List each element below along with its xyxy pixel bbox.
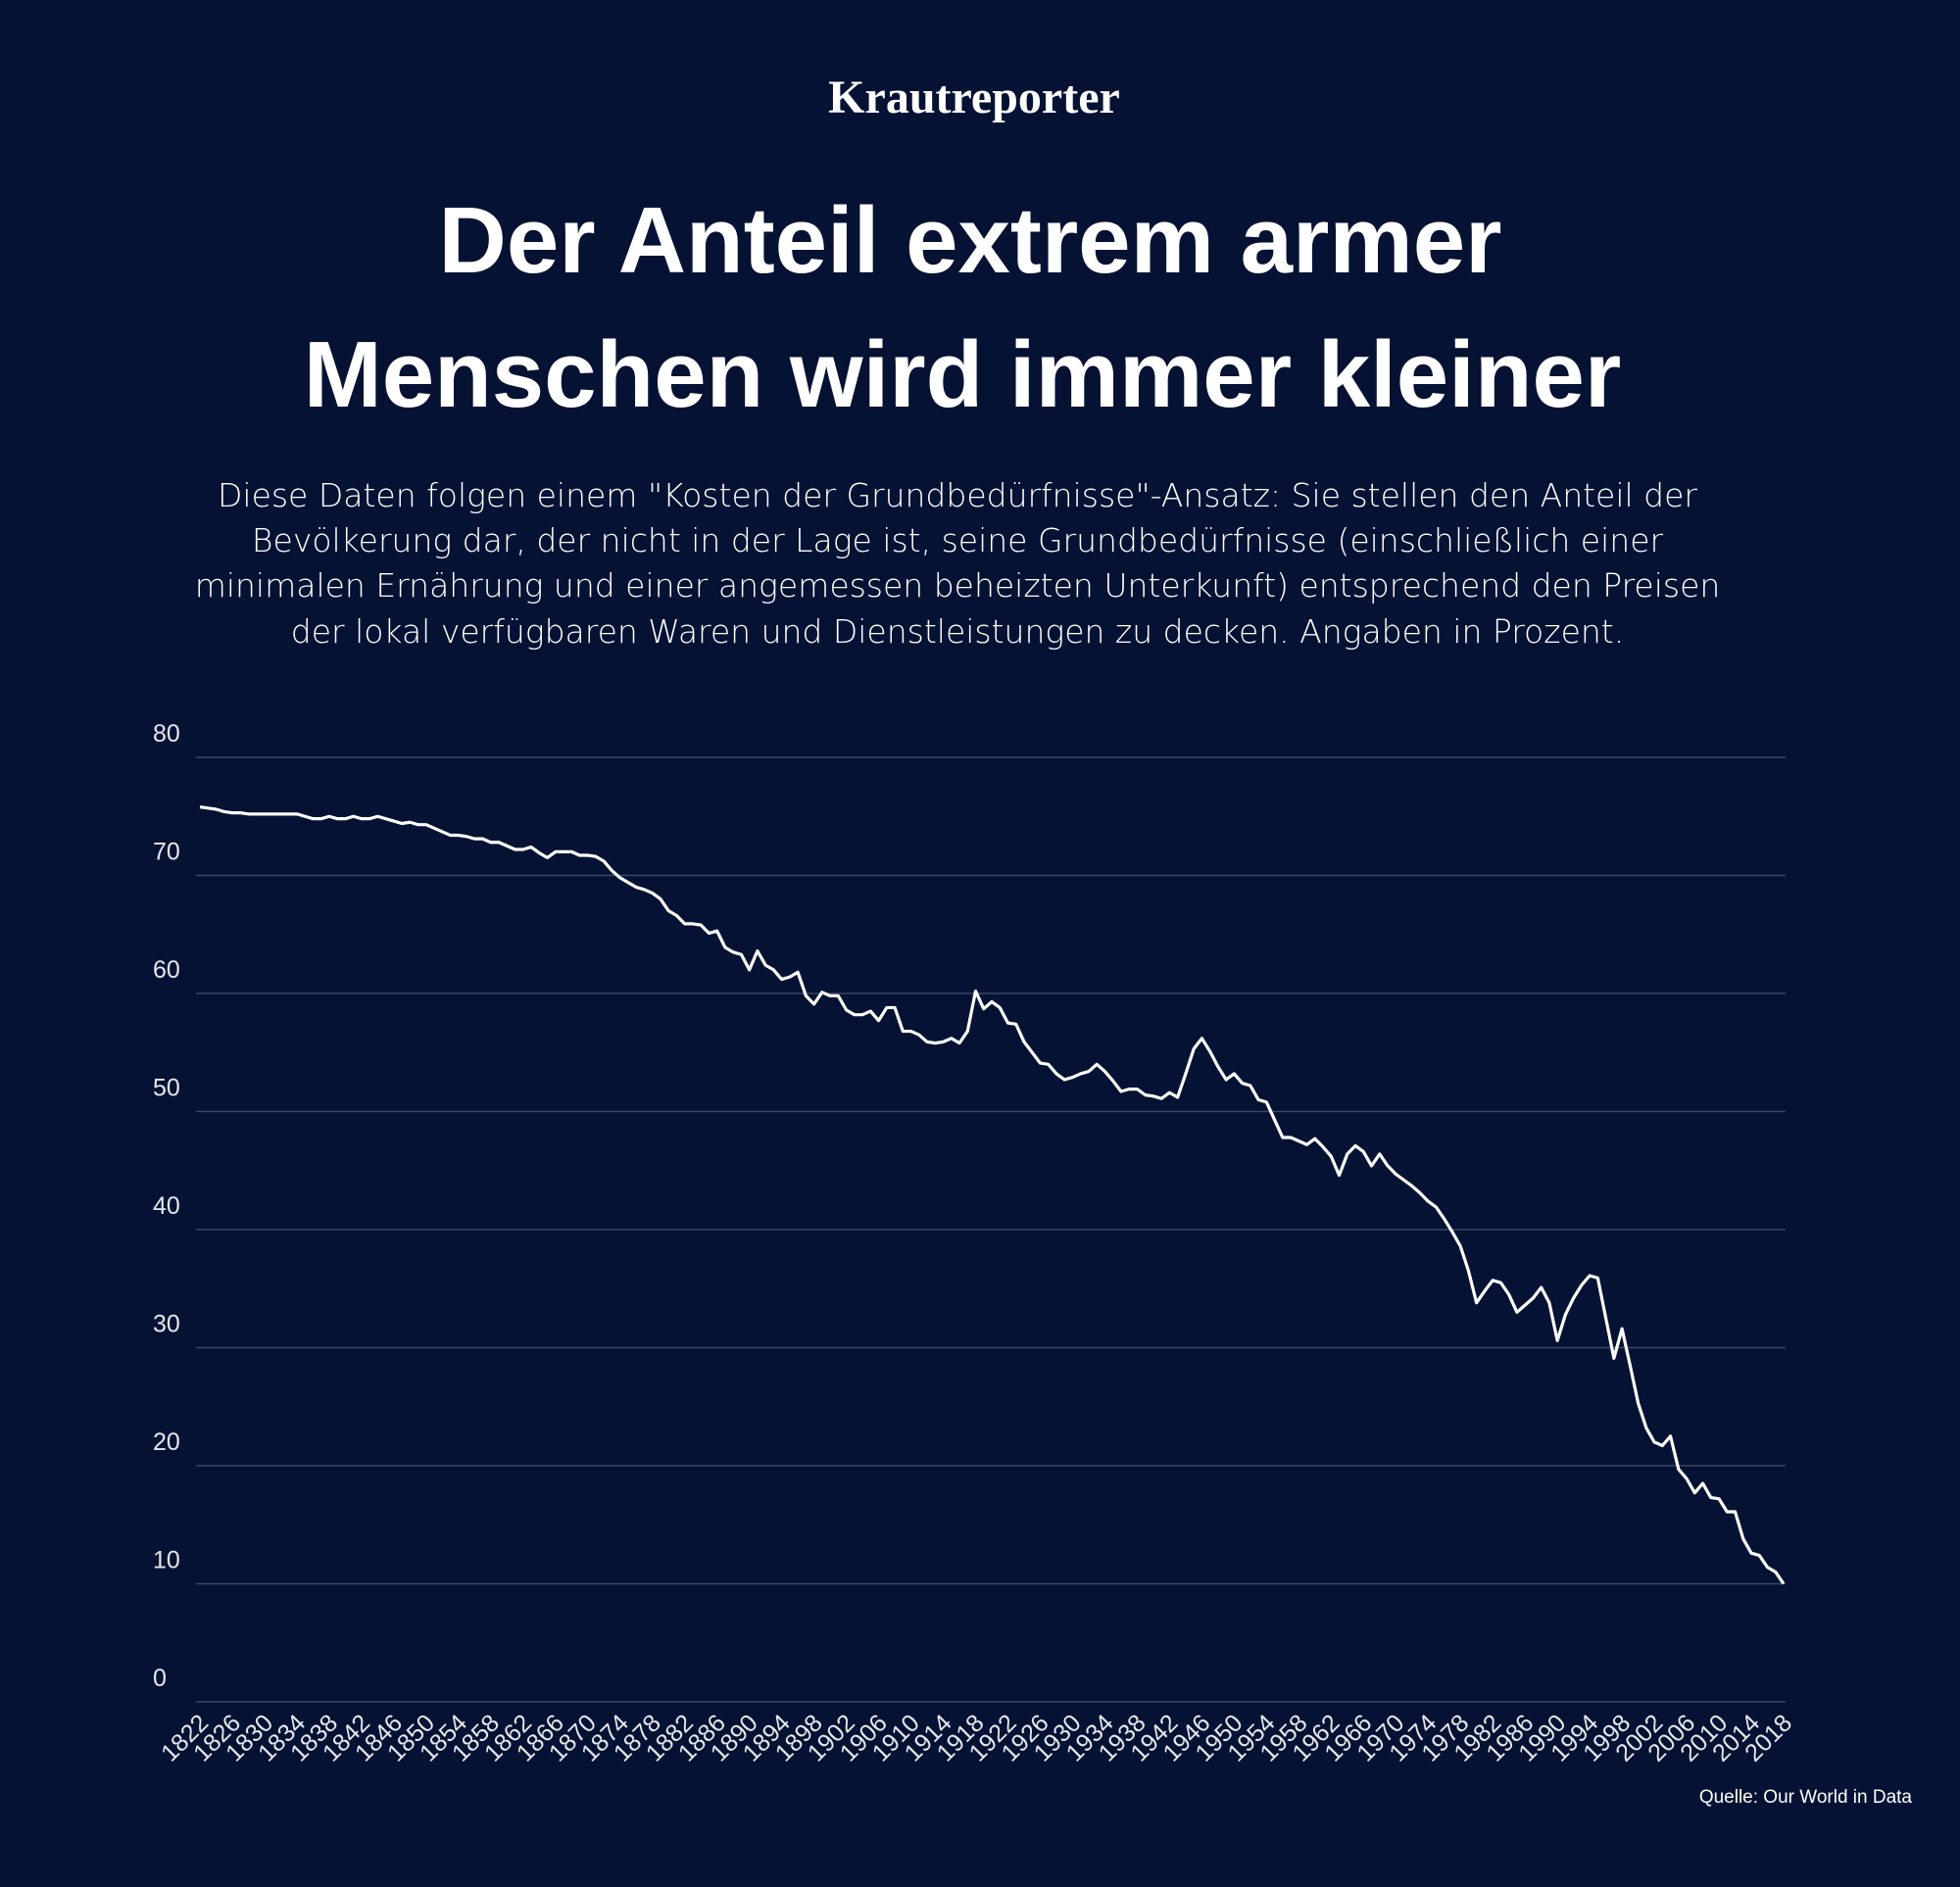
subtitle: minimalen Ernährung und einer angemessen… [195,566,1721,605]
y-tick-label: 60 [153,956,180,984]
line [199,805,1786,1585]
chart-title: Menschen wird immer kleiner [304,322,1621,427]
subtitle: Bevölkerung dar, der nicht in der Lage i… [252,521,1664,559]
y-tick-label: 0 [153,1665,167,1692]
subtitle: Diese Daten folgen einem "Kosten der Gru… [218,476,1697,514]
y-tick-label: 20 [153,1428,180,1456]
chart-title: Der Anteil extrem armer [439,188,1502,293]
y-tick-label: 30 [153,1311,180,1338]
source: Quelle: Our World in Data [1699,1787,1913,1808]
y-tick-label: 50 [153,1075,180,1102]
y-tick-label: 80 [153,720,180,748]
y-tick-label: 10 [153,1547,180,1574]
y-tick-label: 70 [153,839,180,866]
brand: Krautreporter [828,72,1120,123]
y-tick-label: 40 [153,1192,180,1220]
subtitle: der lokal verfügbaren Waren und Dienstle… [291,612,1624,651]
